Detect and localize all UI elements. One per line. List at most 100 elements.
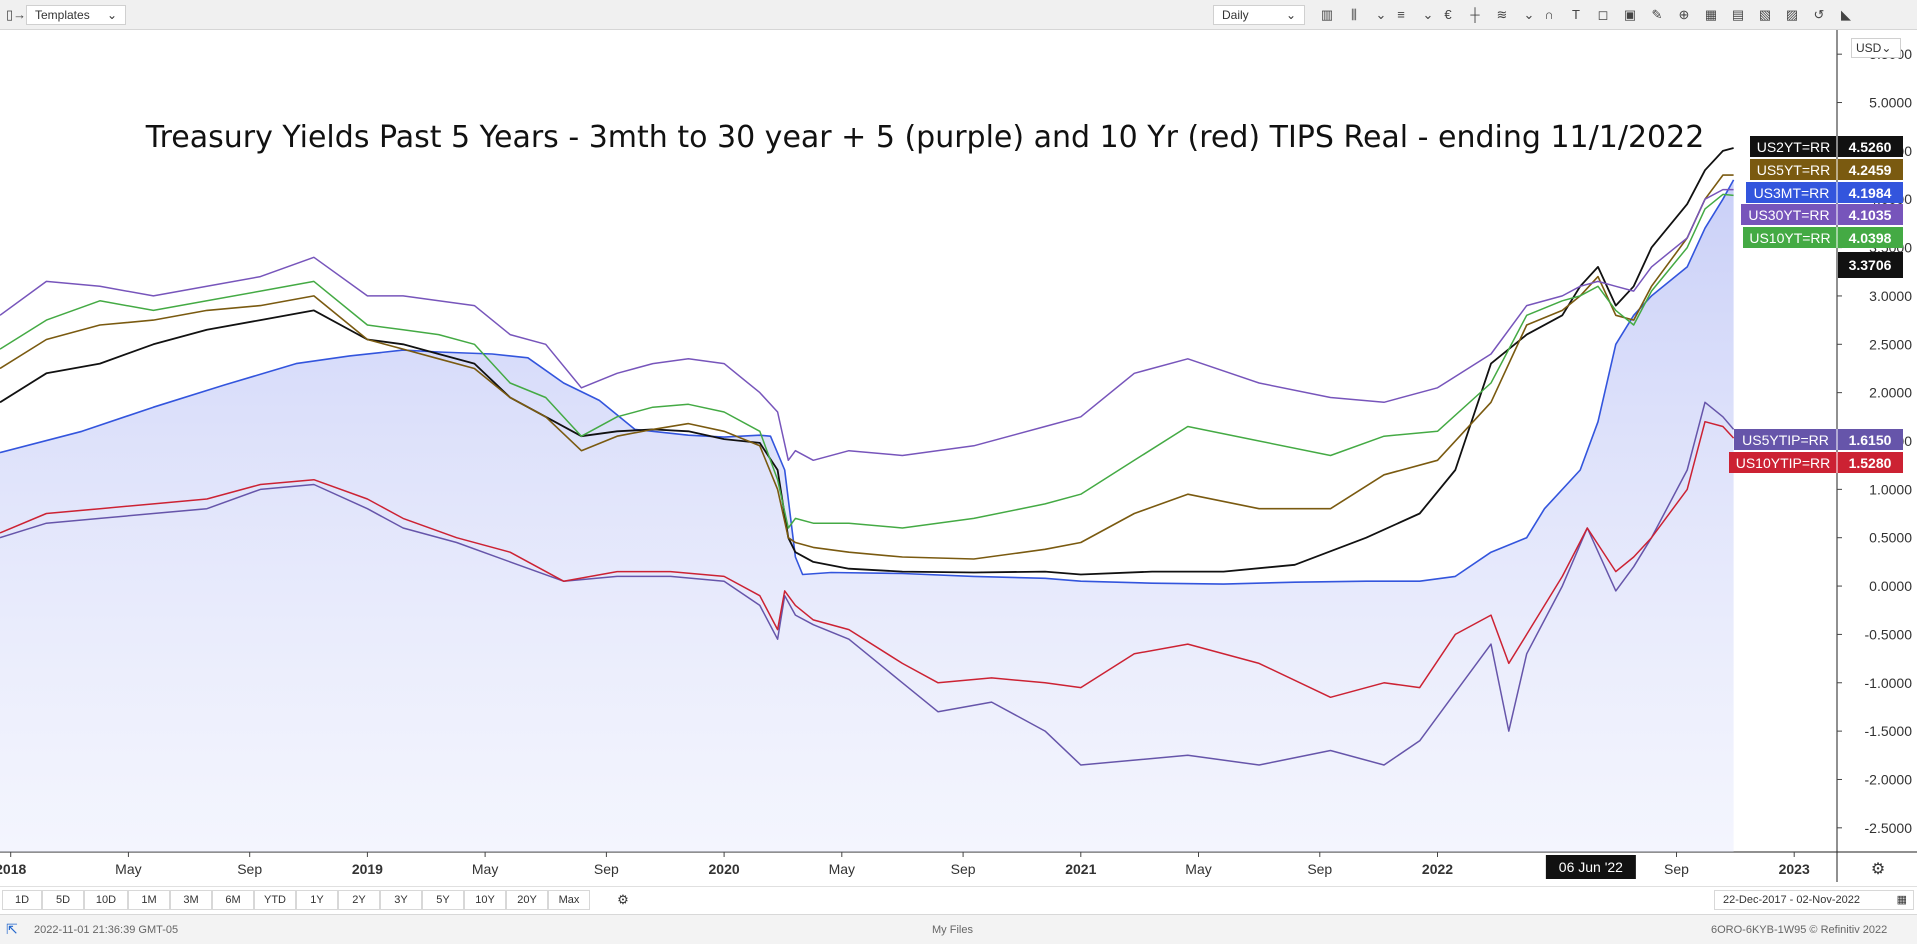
crosshair-value: 3.3706	[1849, 257, 1892, 273]
bar-style-icon[interactable]: ▥	[1320, 7, 1334, 22]
x-tick-label: Sep	[237, 861, 262, 877]
range-button-1d[interactable]: 1D	[2, 890, 42, 910]
series-tag-name: US30YT=RR	[1748, 207, 1829, 223]
zoom-icon[interactable]: ⊕	[1678, 7, 1690, 22]
draw-icon[interactable]: ✎	[1651, 7, 1663, 22]
table-icon[interactable]: ▤	[1731, 7, 1745, 22]
picture-icon[interactable]: ▣	[1623, 7, 1637, 22]
yield-chart[interactable]: 5.50005.00004.50004.00003.50003.00002.50…	[0, 30, 1917, 886]
series-tag-us30ytrr: US30YT=RR 4.1035	[1741, 204, 1903, 225]
interval-dropdown[interactable]: Daily ⌄	[1213, 5, 1305, 25]
range-button-2y[interactable]: 2Y	[338, 890, 380, 910]
range-bar: 1D 5D 10D 1M 3M 6M YTD 1Y 2Y 3Y 5Y 10Y 20Y Max ⚙ 22-D…	[0, 886, 1917, 914]
crosshair-date-tag: 06 Jun '22	[1545, 855, 1636, 879]
series-line-us5ytiprr	[0, 401, 1735, 766]
series-tag-us5ytrr: US5YT=RR 4.2459	[1750, 159, 1903, 180]
range-button-5y[interactable]: 5Y	[422, 890, 464, 910]
series-line-us10ytrr	[0, 193, 1734, 529]
series-tag-bg	[1729, 452, 1903, 473]
y-tick-label: -2.5000	[1865, 820, 1913, 836]
x-tick-label: Sep	[951, 861, 976, 877]
currency-label: USD	[1856, 41, 1882, 55]
templates-label: Templates	[35, 8, 90, 22]
chevron-down-icon: ⌄	[1285, 8, 1296, 22]
x-tick-label: Sep	[594, 861, 619, 877]
text-icon[interactable]: T	[1572, 7, 1580, 22]
series-tag-bg	[1734, 429, 1903, 450]
copyright-text: 6ORO-6KYB-1W95 © Refinitiv 2022	[1711, 924, 1888, 936]
x-tick-label: 2022	[1422, 861, 1453, 877]
date-range: 22-Dec-2017 - 02-Nov-2022	[1723, 894, 1860, 906]
brand-icon[interactable]: ◣	[1841, 7, 1851, 22]
trend-icon[interactable]: ≋	[1496, 7, 1508, 22]
lines-icon[interactable]: ≡	[1397, 7, 1405, 22]
series-tag-bg	[1743, 227, 1903, 248]
range-button-1y[interactable]: 1Y	[296, 890, 338, 910]
x-tick-label: May	[115, 861, 141, 877]
range-button-3m[interactable]: 3M	[170, 890, 212, 910]
range-button-20y[interactable]: 20Y	[506, 890, 548, 910]
crosshair-value-tag: 3.3706	[1838, 252, 1903, 278]
y-tick-label: 0.0000	[1869, 578, 1912, 594]
x-tick-label: 2023	[1779, 861, 1810, 877]
euro-icon[interactable]: €	[1444, 7, 1452, 22]
settings-icon: ⚙	[1871, 861, 1885, 878]
calendar-icon: ▦	[1896, 894, 1907, 906]
y-tick-label: -1.5000	[1865, 723, 1913, 739]
x-tick-label: 2019	[352, 861, 383, 877]
chevron-down-icon: ⌄	[1881, 41, 1892, 55]
news-icon[interactable]: ▧	[1758, 7, 1772, 22]
series-tag-bg	[1750, 159, 1903, 180]
series-tag-bg	[1750, 136, 1903, 157]
chevron-down-icon[interactable]: ⌄	[1523, 7, 1535, 22]
series-tag-bg	[1741, 204, 1903, 225]
series-tag-value: 4.0398	[1849, 230, 1892, 246]
interval-label: Daily	[1222, 8, 1249, 22]
y-tick-label: 0.5000	[1869, 530, 1912, 546]
calendar-icon[interactable]: ▨	[1785, 7, 1799, 22]
range-button-10d[interactable]: 10D	[84, 890, 128, 910]
currency-dropdown[interactable]: USD⌄	[1851, 38, 1901, 58]
range-button-5d[interactable]: 5D	[42, 890, 84, 910]
chart-toolbar: ▯→ Templates ⌄ Daily ⌄ ▥ ⫼ ⌄ ≡ ⌄ € ┼ ≋ ⌄ ∩ T ◻ ▣ ✎ ⊕ ▦ ▤…	[0, 0, 1917, 30]
timestamp: 2022-11-01 21:36:39 GMT-05	[34, 924, 179, 936]
magnet-icon[interactable]: ∩	[1544, 7, 1554, 22]
my-files-link[interactable]: My Files	[932, 924, 973, 936]
series-line-us30ytrr	[0, 188, 1734, 462]
settings-icon[interactable]: ⚙	[617, 892, 629, 907]
range-button-6m[interactable]: 6M	[212, 890, 254, 910]
candle-icon[interactable]: ⫼	[1351, 7, 1357, 22]
series-tag-value: 4.5260	[1849, 139, 1892, 155]
undo-icon[interactable]: ↺	[1813, 7, 1825, 22]
series-tag-name: US10YT=RR	[1749, 230, 1830, 246]
y-tick-label: 3.0000	[1869, 288, 1912, 304]
x-tick-label: 2021	[1065, 861, 1096, 877]
series-tag-value: 1.5280	[1849, 455, 1892, 471]
range-button-1m[interactable]: 1M	[128, 890, 170, 910]
crosshair-icon[interactable]: ┼	[1470, 7, 1480, 22]
range-button-max[interactable]: Max	[548, 890, 590, 910]
series-tag-name: US10YTIP=RR	[1736, 455, 1831, 471]
series-line-us3mtrr	[0, 179, 1735, 585]
series-line-us10ytiprr	[0, 420, 1735, 699]
range-button-3y[interactable]: 3Y	[380, 890, 422, 910]
shape-icon[interactable]: ◻	[1597, 7, 1609, 22]
chart-area[interactable]: 5.50005.00004.50004.00003.50003.00002.50…	[0, 30, 1917, 886]
crosshair-date: 06 Jun '22	[1559, 859, 1623, 875]
range-button-ytd[interactable]: YTD	[254, 890, 296, 910]
date-range-picker[interactable]: 22-Dec-2017 - 02-Nov-2022 ▦	[1714, 890, 1914, 910]
series-tag-value: 4.1984	[1849, 185, 1892, 201]
chevron-down-icon[interactable]: ⌄	[1422, 7, 1434, 22]
chart-type-icon[interactable]: ▦	[1704, 7, 1718, 22]
chevron-down-icon[interactable]: ⌄	[1375, 7, 1387, 22]
templates-dropdown[interactable]: Templates ⌄	[26, 5, 126, 25]
series-line-us2ytrr	[0, 147, 1734, 576]
series-tag-value: 1.6150	[1849, 432, 1892, 448]
range-button-10y[interactable]: 10Y	[464, 890, 506, 910]
x-tick-label: Sep	[1307, 861, 1332, 877]
expand-sidebar-icon[interactable]: ▯→	[6, 7, 27, 22]
series-tag-us2ytrr: US2YT=RR 4.5260	[1750, 136, 1903, 157]
series-tag-us10ytrr: US10YT=RR 4.0398	[1743, 227, 1903, 248]
x-tick-label: 2018	[0, 861, 26, 877]
status-bar: ⇱ 2022-11-01 21:36:39 GMT-05 My Files 6O…	[0, 914, 1917, 944]
